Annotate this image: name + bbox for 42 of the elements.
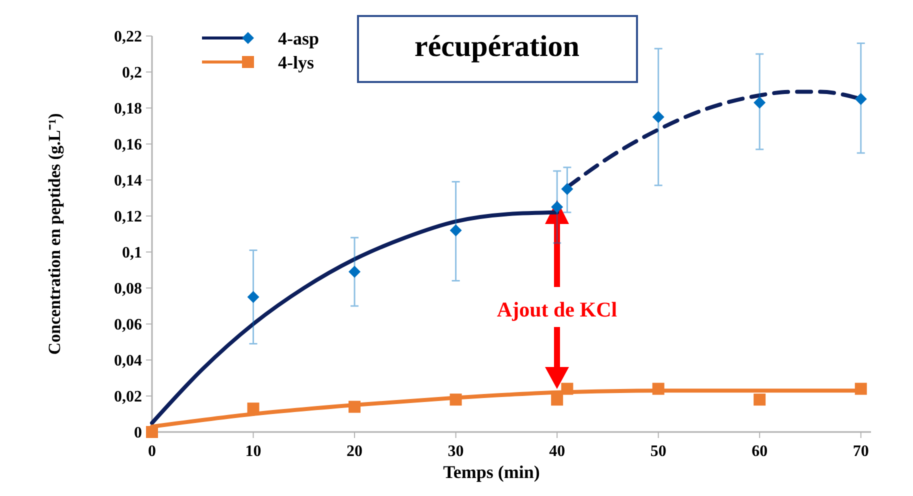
point: [754, 96, 766, 109]
point: [754, 394, 766, 406]
legend-label: 4-lys: [278, 52, 314, 72]
x-tick-label: 40: [549, 443, 566, 460]
point: [561, 382, 574, 395]
point: [561, 183, 574, 195]
annotation: Ajout de KCl: [496, 297, 618, 322]
x-axis-title: Temps (min): [443, 462, 540, 482]
x-tick-label: 0: [148, 443, 156, 460]
y-tick-label: 0,14: [114, 172, 142, 190]
point: [450, 224, 462, 236]
y-tick-label: 0,02: [114, 388, 142, 406]
y-axis-title: Concentration en peptides (g.L⁻¹): [45, 113, 64, 355]
point: [450, 394, 462, 406]
y-tick-label: 0,16: [114, 136, 142, 154]
point: [551, 201, 564, 213]
point: [652, 111, 664, 123]
y-tick-label: 0,18: [114, 100, 142, 118]
x-tick-label: 30: [448, 443, 464, 460]
point: [652, 382, 664, 395]
y-tick-label: 0,08: [114, 280, 142, 298]
x-tick-label: 20: [346, 443, 363, 460]
x-tick-label: 60: [752, 443, 768, 460]
y-tick-label: 0,12: [114, 208, 142, 226]
point: [146, 426, 158, 438]
y-tick-label: 0,1: [122, 244, 142, 262]
x-tick-label: 70: [852, 443, 869, 460]
y-tick-label: 0: [134, 424, 142, 442]
point: [247, 291, 260, 303]
y-tick-label: 0,06: [114, 316, 142, 334]
y-tick-label: 0,22: [114, 28, 142, 46]
point: [854, 382, 867, 395]
x-tick-label: 10: [245, 443, 262, 460]
y-tick-label: 0,04: [114, 352, 142, 370]
y-tick-label: 0,2: [122, 64, 142, 82]
legend-label: 4-asp: [278, 28, 320, 48]
point: [348, 266, 361, 278]
x-tick-label: 50: [650, 443, 666, 460]
point: [854, 93, 867, 105]
annotation: récupération: [414, 30, 580, 63]
point: [551, 394, 564, 406]
point: [348, 400, 361, 413]
